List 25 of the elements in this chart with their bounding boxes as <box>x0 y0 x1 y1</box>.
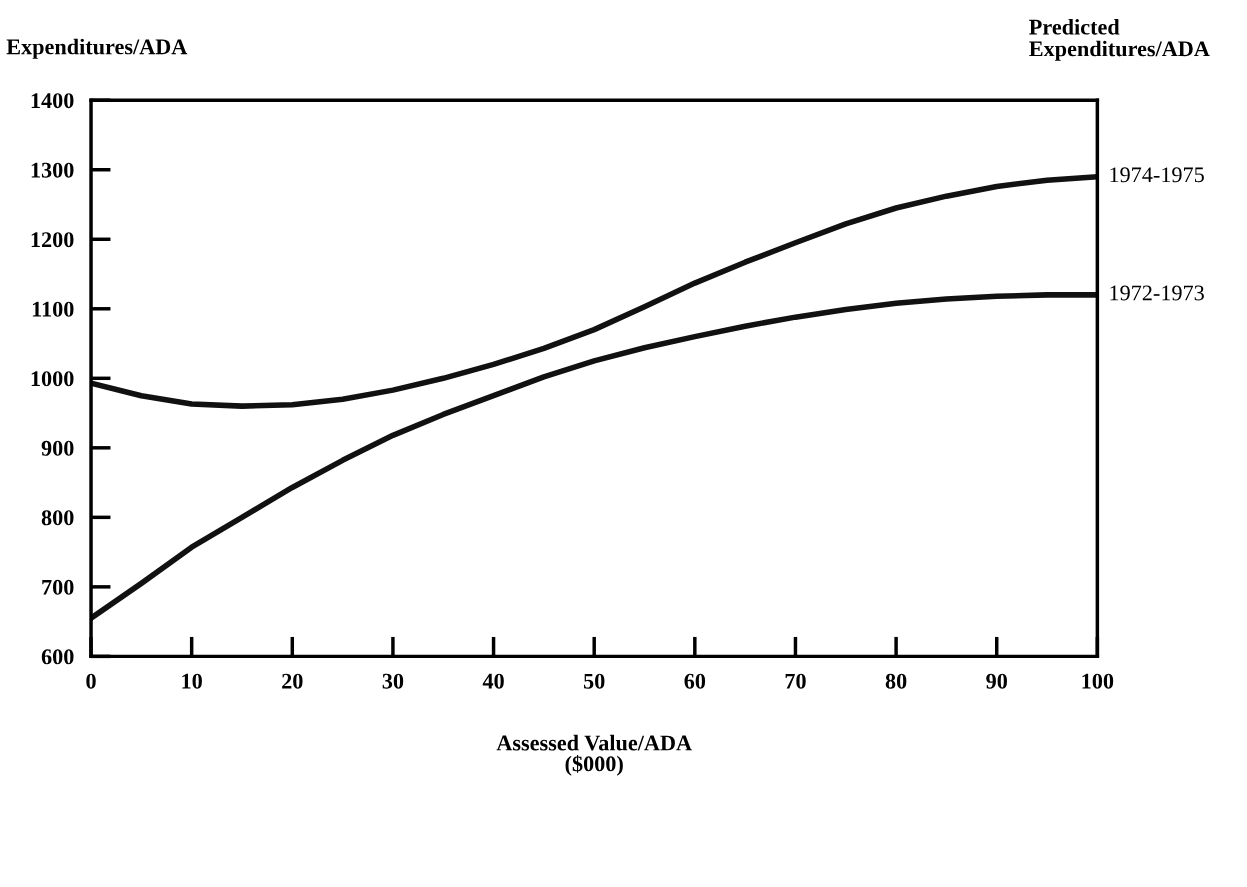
y-tick-label: 1300 <box>31 162 74 178</box>
x-tick-label: 60 <box>684 673 706 689</box>
x-tick-label: 80 <box>885 673 907 689</box>
y-tick-label: 1000 <box>31 371 74 387</box>
x-tick-label: 50 <box>583 673 605 689</box>
series-label: 1972-1973 <box>1110 285 1204 301</box>
x-tick-label: 10 <box>182 673 202 689</box>
y-axis-title: Expenditures/ADA <box>6 38 188 59</box>
y-tick-label: 1200 <box>31 232 74 248</box>
x-tick-label: 30 <box>382 673 404 689</box>
y-tick-label: 1400 <box>31 93 74 109</box>
series-label: 1974-1975 <box>1110 167 1204 183</box>
x-tick-label: 20 <box>282 673 303 689</box>
y-tick-label: 700 <box>42 579 74 595</box>
x-tick-label: 0 <box>86 673 96 689</box>
x-axis-title: Assessed Value/ADA ($000) <box>496 734 692 776</box>
y-tick-label: 800 <box>41 510 74 526</box>
x-tick-label: 70 <box>785 673 806 689</box>
text: Predicted Expenditures/ADA <box>1029 18 1210 61</box>
y-tick-label: 600 <box>41 649 74 665</box>
x-tick-label: 40 <box>482 673 504 689</box>
x-tick-label: 100 <box>1082 673 1114 689</box>
x-tick-label: 90 <box>986 673 1007 689</box>
y-tick-label: 900 <box>41 440 74 456</box>
y-tick-label: 1100 <box>32 301 74 317</box>
